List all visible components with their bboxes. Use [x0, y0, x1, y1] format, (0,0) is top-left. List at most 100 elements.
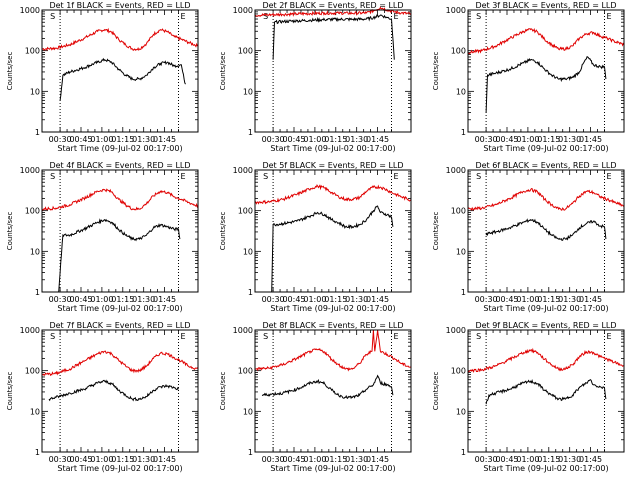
- detector-panel-5: Det 5f BLACK = Events, RED = LLD 1 10 100 10…: [219, 161, 412, 313]
- detector-panel-1: Det 1f BLACK = Events, RED = LLD 1 10 100 10…: [6, 1, 199, 153]
- y-axis-label: Counts/sec: [432, 212, 440, 251]
- plot-frame: [467, 169, 625, 293]
- y-tick-label: 100: [238, 47, 253, 56]
- x-tick-label: 00:45: [282, 135, 305, 144]
- x-tick-label: 00:45: [69, 455, 92, 464]
- events-trace: [272, 14, 395, 60]
- x-tick-label: 00:45: [69, 295, 92, 304]
- x-tick-label: 01:30: [345, 295, 368, 304]
- x-axis-label: Start Time (09-Jul-02 00:17:00): [483, 144, 608, 153]
- x-tick-label: 01:45: [366, 135, 389, 144]
- y-tick-label: 10: [456, 247, 466, 256]
- x-tick-label: 01:15: [537, 455, 560, 464]
- x-tick-label: 01:30: [345, 455, 368, 464]
- detector-panel-9: Det 9f BLACK = Events, RED = LLD 1 10 100 10…: [432, 321, 625, 473]
- y-tick-label: 1: [248, 128, 253, 137]
- x-tick-label: 01:15: [111, 295, 134, 304]
- lld-trace: [41, 350, 199, 377]
- y-tick-label: 1000: [20, 6, 40, 15]
- plot-frame: [254, 329, 412, 453]
- marker-label: S: [263, 12, 268, 21]
- y-tick-label: 1: [461, 448, 466, 457]
- panel-title: Det 2f BLACK = Events, RED = LLD: [262, 1, 403, 10]
- detector-panel-6: Det 6f BLACK = Events, RED = LLD 1 10 100 10…: [432, 161, 625, 313]
- y-tick-label: 1: [35, 288, 40, 297]
- x-tick-label: 01:15: [537, 295, 560, 304]
- y-tick-label: 1000: [233, 326, 253, 335]
- lld-trace: [42, 27, 199, 52]
- y-tick-label: 100: [451, 207, 466, 216]
- x-tick-label: 01:00: [303, 295, 326, 304]
- panel-title: Det 1f BLACK = Events, RED = LLD: [49, 1, 190, 10]
- x-axis-label: Start Time (09-Jul-02 00:17:00): [270, 464, 395, 473]
- y-tick-label: 10: [243, 407, 253, 416]
- x-tick-label: 01:45: [153, 295, 176, 304]
- marker-label: E: [394, 332, 399, 341]
- x-tick-label: 01:30: [558, 455, 581, 464]
- plot-frame: [41, 9, 199, 133]
- y-axis-label: Counts/sec: [6, 372, 14, 411]
- y-axis-label: Counts/sec: [432, 52, 440, 91]
- y-axis-label: Counts/sec: [432, 372, 440, 411]
- panel-title: Det 5f BLACK = Events, RED = LLD: [262, 161, 403, 170]
- x-tick-label: 01:45: [153, 455, 176, 464]
- x-tick-label: 00:30: [49, 135, 72, 144]
- x-tick-label: 01:00: [90, 135, 113, 144]
- y-tick-label: 1000: [233, 6, 253, 15]
- x-tick-label: 00:30: [49, 295, 72, 304]
- marker-label: E: [181, 332, 186, 341]
- plot-frame: [41, 169, 199, 293]
- x-tick-label: 00:30: [475, 295, 498, 304]
- x-tick-label: 00:30: [262, 135, 285, 144]
- y-tick-label: 100: [238, 207, 253, 216]
- y-tick-label: 100: [238, 367, 253, 376]
- y-tick-label: 1: [35, 448, 40, 457]
- marker-label: S: [263, 172, 268, 181]
- y-tick-label: 1: [248, 288, 253, 297]
- x-tick-label: 00:45: [495, 455, 518, 464]
- x-axis-label: Start Time (09-Jul-02 00:17:00): [57, 304, 182, 313]
- lld-trace: [467, 188, 625, 211]
- x-tick-label: 00:45: [69, 135, 92, 144]
- detector-panel-8: Det 8f BLACK = Events, RED = LLD 1 10 100 10…: [219, 321, 412, 473]
- lld-trace: [41, 188, 199, 211]
- x-axis-label: Start Time (09-Jul-02 00:17:00): [270, 144, 395, 153]
- y-tick-label: 10: [456, 87, 466, 96]
- marker-label: E: [181, 12, 186, 21]
- y-tick-label: 1000: [446, 6, 466, 15]
- y-tick-label: 10: [30, 87, 40, 96]
- x-tick-label: 01:15: [324, 455, 347, 464]
- x-axis-label: Start Time (09-Jul-02 00:17:00): [483, 304, 608, 313]
- lld-trace: [467, 27, 625, 55]
- marker-label: E: [394, 172, 399, 181]
- x-tick-label: 01:00: [516, 295, 539, 304]
- events-trace: [261, 374, 394, 400]
- y-tick-label: 1: [461, 288, 466, 297]
- marker-label: E: [607, 12, 612, 21]
- y-axis-label: Counts/sec: [219, 372, 227, 411]
- y-axis-label: Counts/sec: [219, 52, 227, 91]
- y-tick-label: 100: [451, 47, 466, 56]
- marker-label: S: [476, 172, 481, 181]
- plot-frame: [467, 9, 625, 133]
- x-axis-label: Start Time (09-Jul-02 00:17:00): [57, 144, 182, 153]
- marker-label: S: [476, 12, 481, 21]
- x-tick-label: 01:30: [345, 135, 368, 144]
- x-tick-label: 01:30: [132, 135, 155, 144]
- y-tick-label: 10: [243, 87, 253, 96]
- plot-frame: [254, 169, 412, 293]
- marker-label: S: [50, 172, 55, 181]
- y-tick-label: 1: [248, 448, 253, 457]
- y-tick-label: 100: [451, 367, 466, 376]
- x-tick-label: 01:45: [579, 135, 602, 144]
- x-tick-label: 01:00: [90, 295, 113, 304]
- panel-title: Det 8f BLACK = Events, RED = LLD: [262, 321, 403, 330]
- y-tick-label: 10: [243, 247, 253, 256]
- marker-label: S: [50, 332, 55, 341]
- x-tick-label: 01:15: [537, 135, 560, 144]
- x-tick-label: 01:15: [324, 295, 347, 304]
- plot-frame: [41, 329, 199, 453]
- x-tick-label: 00:30: [262, 455, 285, 464]
- marker-label: E: [394, 12, 399, 21]
